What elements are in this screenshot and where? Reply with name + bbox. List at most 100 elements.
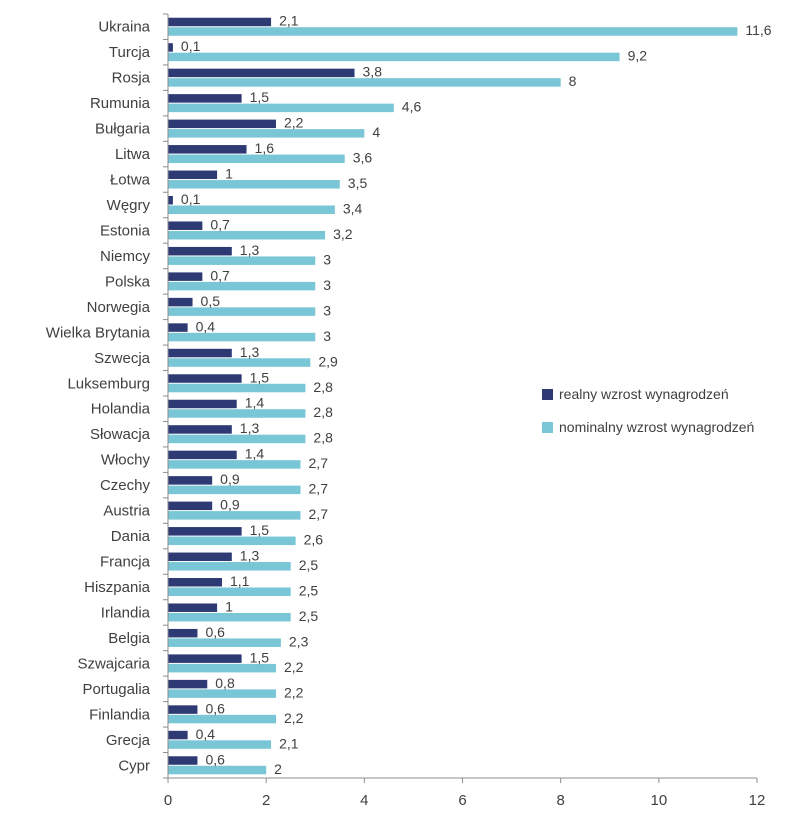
category-label-wegry: Węgry bbox=[107, 197, 151, 214]
category-label-niemcy: Niemcy bbox=[100, 248, 151, 265]
bar-real-szwecja bbox=[168, 348, 232, 358]
value-label-real-bulgaria: 2,2 bbox=[284, 115, 304, 131]
bar-real-portugalia bbox=[168, 679, 208, 689]
bar-nominal-ukraina bbox=[168, 27, 738, 36]
value-label-nominal-polska: 3 bbox=[323, 277, 331, 293]
value-label-real-luksemburg: 1,5 bbox=[250, 369, 270, 385]
legend: realny wzrost wynagrodzeń nominalny wzro… bbox=[542, 386, 754, 435]
category-label-turcja: Turcja bbox=[109, 44, 151, 61]
value-labels-group: 2,1 11,6 0,1 9,2 3,8 8 1,5 4,6 2,2 4 1,6 3,6 1 3,5 0,1… bbox=[181, 13, 772, 777]
bar-nominal-portugalia bbox=[168, 689, 276, 698]
value-label-real-czechy: 0,9 bbox=[220, 471, 240, 487]
value-label-nominal-irlandia: 2,5 bbox=[299, 608, 319, 624]
bar-real-luksemburg bbox=[168, 374, 242, 383]
value-label-nominal-lotwa: 3,5 bbox=[348, 175, 368, 191]
value-label-real-portugalia: 0,8 bbox=[215, 675, 235, 691]
bar-real-holandia bbox=[168, 399, 237, 409]
category-label-slowacja: Słowacja bbox=[90, 426, 151, 443]
value-label-real-rosja: 3,8 bbox=[363, 64, 383, 80]
bar-real-bulgaria bbox=[168, 119, 276, 129]
value-label-nominal-estonia: 3,2 bbox=[333, 226, 353, 242]
bar-real-wlochy bbox=[168, 450, 237, 460]
value-label-nominal-wegry: 3,4 bbox=[343, 201, 363, 217]
value-label-nominal-bulgaria: 4 bbox=[372, 124, 380, 140]
bar-real-francja bbox=[168, 552, 232, 562]
bar-nominal-polska bbox=[168, 281, 316, 291]
value-label-nominal-ukraina: 11,6 bbox=[745, 22, 771, 38]
x-tick-label-8: 8 bbox=[556, 792, 564, 809]
value-label-nominal-szwecja: 2,9 bbox=[318, 353, 338, 369]
bar-real-grecja bbox=[168, 730, 188, 740]
bar-nominal-francja bbox=[168, 562, 291, 571]
bar-real-estonia bbox=[168, 221, 203, 230]
bar-nominal-rumunia bbox=[168, 103, 394, 113]
category-label-hiszpania: Hiszpania bbox=[84, 579, 151, 596]
x-tick-label-10: 10 bbox=[650, 792, 667, 809]
category-label-estonia: Estonia bbox=[100, 222, 151, 239]
bar-nominal-slowacja bbox=[168, 434, 306, 444]
category-label-polska: Polska bbox=[105, 273, 151, 290]
bar-real-polska bbox=[168, 272, 203, 281]
bar-nominal-lotwa bbox=[168, 180, 340, 189]
legend-label-real: realny wzrost wynagrodzeń bbox=[559, 386, 729, 402]
bar-nominal-belgia bbox=[168, 638, 281, 647]
bar-nominal-niemcy bbox=[168, 256, 316, 265]
category-label-norwegia: Norwegia bbox=[87, 299, 151, 316]
category-label-portugalia: Portugalia bbox=[82, 681, 150, 698]
value-label-nominal-portugalia: 2,2 bbox=[284, 684, 304, 700]
bar-real-cypr bbox=[168, 756, 198, 765]
bar-nominal-szwajcaria bbox=[168, 663, 276, 673]
value-label-nominal-holandia: 2,8 bbox=[313, 404, 333, 420]
value-label-real-austria: 0,9 bbox=[220, 497, 240, 513]
category-label-czechy: Czechy bbox=[100, 477, 151, 494]
legend-swatch-nominal bbox=[542, 422, 553, 433]
value-label-nominal-czechy: 2,7 bbox=[309, 481, 329, 497]
bar-nominal-dania bbox=[168, 536, 296, 546]
value-label-real-rumunia: 1,5 bbox=[250, 89, 270, 105]
bar-real-lotwa bbox=[168, 170, 218, 180]
bar-nominal-turcja bbox=[168, 52, 620, 62]
value-label-nominal-turcja: 9,2 bbox=[628, 48, 648, 64]
bar-nominal-rosja bbox=[168, 78, 561, 87]
value-label-real-holandia: 1,4 bbox=[245, 395, 265, 411]
value-label-real-grecja: 0,4 bbox=[196, 726, 216, 742]
value-label-nominal-cypr: 2 bbox=[274, 761, 282, 777]
bar-real-dania bbox=[168, 527, 242, 536]
value-label-nominal-luksemburg: 2,8 bbox=[313, 379, 333, 395]
bar-real-wielka-brytania bbox=[168, 323, 188, 332]
category-label-holandia: Holandia bbox=[91, 401, 151, 418]
value-label-real-turcja: 0,1 bbox=[181, 38, 201, 54]
legend-label-nominal: nominalny wzrost wynagrodzeń bbox=[559, 419, 754, 435]
value-label-real-wielka-brytania: 0,4 bbox=[196, 318, 216, 334]
value-label-real-wegry: 0,1 bbox=[181, 191, 201, 207]
category-label-szwajcaria: Szwajcaria bbox=[77, 655, 150, 672]
bar-real-belgia bbox=[168, 628, 198, 638]
axes-group: 0 2 4 6 8 10 12 bbox=[163, 13, 765, 809]
category-label-francja: Francja bbox=[100, 554, 151, 571]
category-label-finlandia: Finlandia bbox=[89, 706, 151, 723]
category-label-luksemburg: Luksemburg bbox=[67, 375, 150, 392]
category-label-cypr: Cypr bbox=[118, 757, 150, 774]
bars-group bbox=[168, 17, 738, 775]
bar-nominal-luksemburg bbox=[168, 383, 306, 393]
bar-real-finlandia bbox=[168, 705, 198, 714]
bar-real-szwajcaria bbox=[168, 654, 242, 663]
category-label-grecja: Grecja bbox=[106, 732, 151, 749]
value-label-nominal-norwegia: 3 bbox=[323, 302, 331, 318]
value-label-nominal-rosja: 8 bbox=[569, 73, 577, 89]
value-label-nominal-finlandia: 2,2 bbox=[284, 710, 304, 726]
bar-real-norwegia bbox=[168, 297, 193, 307]
value-label-nominal-hiszpania: 2,5 bbox=[299, 583, 319, 599]
bar-nominal-szwecja bbox=[168, 358, 311, 367]
value-label-nominal-wlochy: 2,7 bbox=[309, 455, 329, 471]
bar-nominal-cypr bbox=[168, 765, 267, 775]
bar-real-slowacja bbox=[168, 425, 232, 434]
value-label-real-litwa: 1,6 bbox=[255, 140, 275, 156]
category-label-irlandia: Irlandia bbox=[101, 604, 151, 621]
value-label-nominal-wielka-brytania: 3 bbox=[323, 328, 331, 344]
bar-nominal-grecja bbox=[168, 740, 272, 749]
value-label-real-polska: 0,7 bbox=[210, 267, 230, 283]
x-tick-label-6: 6 bbox=[458, 792, 466, 809]
value-label-nominal-austria: 2,7 bbox=[309, 506, 329, 522]
